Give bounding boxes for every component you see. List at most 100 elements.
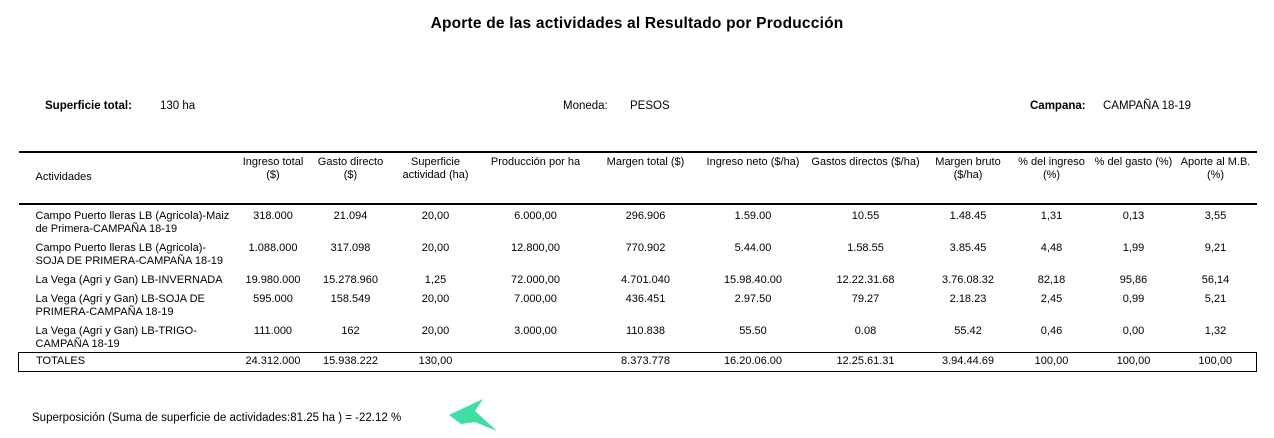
value-cell: 10.55: [851, 210, 880, 222]
col-header-gastos-directos: Gastos directos ($/ha): [811, 156, 920, 168]
value-cell: 3.85.45: [949, 242, 987, 254]
table-body: Campo Puerto lleras LB (Agricola)-Maiz d…: [19, 204, 1257, 353]
value-cell: 20,00: [421, 242, 450, 254]
table-row: La Vega (Agri y Gan) LB-TRIGO-CAMPAÑA 18…: [19, 320, 1257, 353]
activities-table: Actividades Ingreso total ($) Gasto dire…: [18, 151, 1257, 372]
value-cell: 3,55: [1204, 210, 1227, 222]
value-cell: 1,32: [1204, 325, 1227, 337]
col-header-pct-ingreso: % del ingreso (%): [1018, 156, 1085, 181]
value-cell: 0,13: [1122, 210, 1145, 222]
value-cell: 3.000,00: [514, 325, 557, 337]
totals-pct-gasto: 100,00: [1092, 352, 1175, 372]
superficie-total-label: Superficie total:: [45, 100, 132, 112]
table-row: Campo Puerto lleras LB (Agricola)-Maiz d…: [19, 204, 1257, 237]
value-cell: 1.088.000: [248, 242, 298, 254]
activity-name-cell: Campo Puerto lleras LB (Agricola)-SOJA D…: [35, 242, 223, 267]
value-cell: 2.97.50: [734, 293, 772, 305]
campana-value: CAMPAÑA 18-19: [1103, 100, 1191, 112]
campana-label: Campana:: [1030, 100, 1086, 112]
mouse-cursor-arrow-icon: [449, 399, 497, 431]
col-header-ingreso-neto: Ingreso neto ($/ha): [706, 156, 800, 168]
col-header-pct-gasto: % del gasto (%): [1094, 156, 1173, 168]
col-header-margen-total: Margen total ($): [606, 156, 685, 168]
value-cell: 318.000: [253, 210, 293, 222]
value-cell: 5.44.00: [734, 242, 772, 254]
value-cell: 0,00: [1122, 325, 1145, 337]
moneda-label: Moneda:: [563, 100, 608, 112]
value-cell: 20,00: [421, 325, 450, 337]
totals-produccion: [480, 352, 591, 372]
value-cell: 0.08: [854, 325, 877, 337]
totals-margen-total: 8.373.778: [590, 352, 701, 372]
superposition-note: Superposición (Suma de superficie de act…: [32, 412, 402, 424]
totals-superficie: 130,00: [390, 352, 481, 372]
value-cell: 1.58.55: [847, 242, 884, 254]
totals-ingreso-total: 24.312.000: [235, 352, 311, 372]
value-cell: 95,86: [1119, 274, 1148, 286]
value-cell: 19.980.000: [245, 274, 301, 286]
col-header-superficie-actividad: Superficie actividad (ha): [402, 156, 469, 181]
value-cell: 5,21: [1204, 293, 1227, 305]
value-cell: 15.98.40.00: [723, 274, 783, 286]
cursor-arrow-shape: [449, 399, 497, 431]
value-cell: 21.094: [333, 210, 368, 222]
value-cell: 0,99: [1122, 293, 1145, 305]
value-cell: 1,31: [1040, 210, 1063, 222]
value-cell: 6.000,00: [514, 210, 557, 222]
value-cell: 72.000,00: [511, 274, 560, 286]
totals-margen-bruto: 3.94.44.69: [925, 352, 1011, 372]
col-header-ingreso-total: Ingreso total ($): [242, 156, 304, 181]
value-cell: 111.000: [253, 325, 293, 337]
totals-label: TOTALES: [18, 352, 236, 372]
moneda-value: PESOS: [630, 100, 670, 112]
col-header-aporte-mb: Aporte al M.B. (%): [1180, 156, 1251, 181]
activity-name-cell: La Vega (Agri y Gan) LB-TRIGO-CAMPAÑA 18…: [35, 325, 197, 350]
value-cell: 4.701.040: [621, 274, 670, 286]
superficie-total-value: 130 ha: [160, 100, 196, 112]
value-cell: 3.76.08.32: [942, 274, 994, 286]
value-cell: 79.27: [851, 293, 880, 305]
value-cell: 110.838: [626, 325, 665, 337]
totals-row: TOTALES 24.312.000 15.938.222 130,00 8.3…: [18, 352, 1257, 372]
value-cell: 2.18.23: [949, 293, 987, 305]
activity-name-cell: Campo Puerto lleras LB (Agricola)-Maiz d…: [35, 210, 230, 235]
value-cell: 20,00: [421, 210, 450, 222]
value-cell: 55.50: [739, 325, 767, 337]
value-cell: 317.098: [330, 242, 371, 254]
page-title: Aporte de las actividades al Resultado p…: [430, 15, 844, 32]
value-cell: 9,21: [1204, 242, 1227, 254]
totals-gastos-directos: 12.25.61.31: [805, 352, 926, 372]
value-cell: 1,25: [424, 274, 447, 286]
activity-name-cell: La Vega (Agri y Gan) LB-SOJA DE PRIMERA-…: [35, 293, 205, 318]
table-row: Campo Puerto lleras LB (Agricola)-SOJA D…: [19, 237, 1257, 269]
value-cell: 162: [341, 325, 360, 337]
value-cell: 55.42: [954, 325, 982, 337]
value-cell: 7.000,00: [514, 293, 557, 305]
table-header-row: Actividades Ingreso total ($) Gasto dire…: [18, 152, 1257, 204]
value-cell: 56,14: [1201, 274, 1230, 286]
value-cell: 2,45: [1040, 293, 1063, 305]
value-cell: 12.22.31.68: [836, 274, 895, 286]
value-cell: 1.59.00: [734, 210, 772, 222]
totals-gasto-directo: 15.938.222: [310, 352, 391, 372]
report-info-bar: Superficie total: 130 ha Moneda: PESOS C…: [0, 100, 1274, 116]
col-header-actividades: Actividades: [35, 171, 92, 184]
value-cell: 12.800,00: [511, 242, 560, 254]
table-row: La Vega (Agri y Gan) LB-SOJA DE PRIMERA-…: [19, 288, 1257, 320]
col-header-gasto-directo: Gasto directo ($): [317, 156, 384, 181]
value-cell: 82,18: [1037, 274, 1066, 286]
value-cell: 20,00: [421, 293, 450, 305]
value-cell: 595.000: [253, 293, 293, 305]
value-cell: 158.549: [330, 293, 371, 305]
value-cell: 4,48: [1040, 242, 1063, 254]
table-row: La Vega (Agri y Gan) LB-INVERNADA 19.980.…: [19, 269, 1257, 288]
value-cell: 0,46: [1040, 325, 1063, 337]
activity-name-cell: La Vega (Agri y Gan) LB-INVERNADA: [35, 274, 223, 286]
totals-pct-ingreso: 100,00: [1010, 352, 1093, 372]
totals-aporte-mb: 100,00: [1174, 352, 1257, 372]
value-cell: 15.278.960: [322, 274, 379, 286]
col-header-margen-bruto: Margen bruto ($/ha): [935, 156, 1001, 181]
col-header-produccion-por-ha: Producción por ha: [490, 156, 581, 168]
value-cell: 436.451: [625, 293, 666, 305]
value-cell: 770.902: [625, 242, 666, 254]
